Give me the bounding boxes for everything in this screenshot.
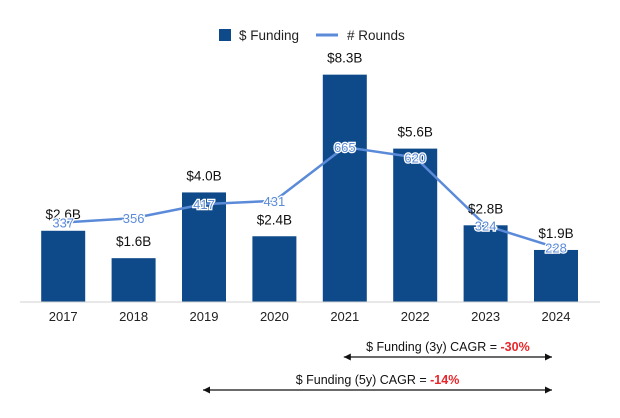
funding-label-2023: $2.8B [468,201,503,216]
x-tick-2021: 2021 [330,309,359,324]
cagr-annotations: $ Funding (3y) CAGR = -30% $ Funding (5y)… [203,340,552,394]
funding-label-2022: $5.6B [398,125,433,140]
cagr-5y-label: $ Funding (5y) CAGR = -14% [296,373,460,387]
x-tick-2023: 2023 [471,309,500,324]
rounds-line [63,145,557,249]
funding-label-2017: $2.6B [46,207,81,222]
cagr-3y-text: $ Funding (3y) CAGR = [366,340,500,354]
cagr-3y-arrowhead-right [545,353,552,361]
bar-2023 [463,225,508,302]
cagr-5y-value: -14% [430,373,459,387]
bar-2021 [322,74,367,302]
x-tick-2019: 2019 [190,309,219,324]
x-axis-tick-labels: 2017 2018 2019 2020 2021 2022 2023 2024 [49,309,571,324]
cagr-5y-arrowhead-right [545,386,552,394]
rounds-label-2020: 431 [264,194,286,209]
funding-data-labels: $2.6B $1.6B $4.0B $2.4B $8.3B $5.6B $2.8B $1.9B [46,51,574,250]
funding-label-2020: $2.4B [257,212,292,227]
chart-legend: $ Funding # Rounds [219,28,405,43]
x-tick-2024: 2024 [542,309,571,324]
legend-funding-label: $ Funding [239,28,299,43]
cagr-5y: $ Funding (5y) CAGR = -14% [203,373,552,394]
cagr-5y-arrowhead-left [203,386,210,394]
bar-2017 [41,230,86,302]
bar-2019 [182,192,226,302]
rounds-label-2023: 324 [475,218,497,233]
funding-label-2019: $4.0B [186,168,221,183]
rounds-data-labels: 337 356 417 431 665 620 324 228 [51,139,568,257]
cagr-3y-value: -30% [501,340,530,354]
cagr-3y-arrowhead-left [343,353,351,361]
rounds-label-2019: 417 [193,197,215,212]
funding-label-2021: $8.3B [327,51,362,66]
legend-rounds-label: # Rounds [347,28,405,43]
rounds-label-2017: 337 [52,215,74,230]
x-tick-2018: 2018 [119,309,148,324]
x-tick-2022: 2022 [401,309,430,324]
funding-bars [41,74,578,302]
bar-2018 [111,258,156,302]
rounds-polyline [63,145,557,249]
funding-label-2018: $1.6B [116,234,151,249]
rounds-label-2021: 665 [334,140,356,155]
x-tick-2020: 2020 [260,309,289,324]
rounds-label-2022: 620 [404,150,426,165]
cagr-3y: $ Funding (3y) CAGR = -30% [343,340,552,361]
legend-funding-swatch [219,29,231,41]
bar-2020 [252,236,297,302]
bar-2022 [393,148,438,302]
cagr-3y-label: $ Funding (3y) CAGR = -30% [366,340,530,354]
cagr-5y-text: $ Funding (5y) CAGR = [296,373,430,387]
funding-label-2024: $1.9B [538,226,573,241]
rounds-label-2018: 356 [123,211,145,226]
x-tick-2017: 2017 [49,309,78,324]
rounds-label-2024: 228 [545,241,567,256]
bar-2024 [534,249,578,302]
